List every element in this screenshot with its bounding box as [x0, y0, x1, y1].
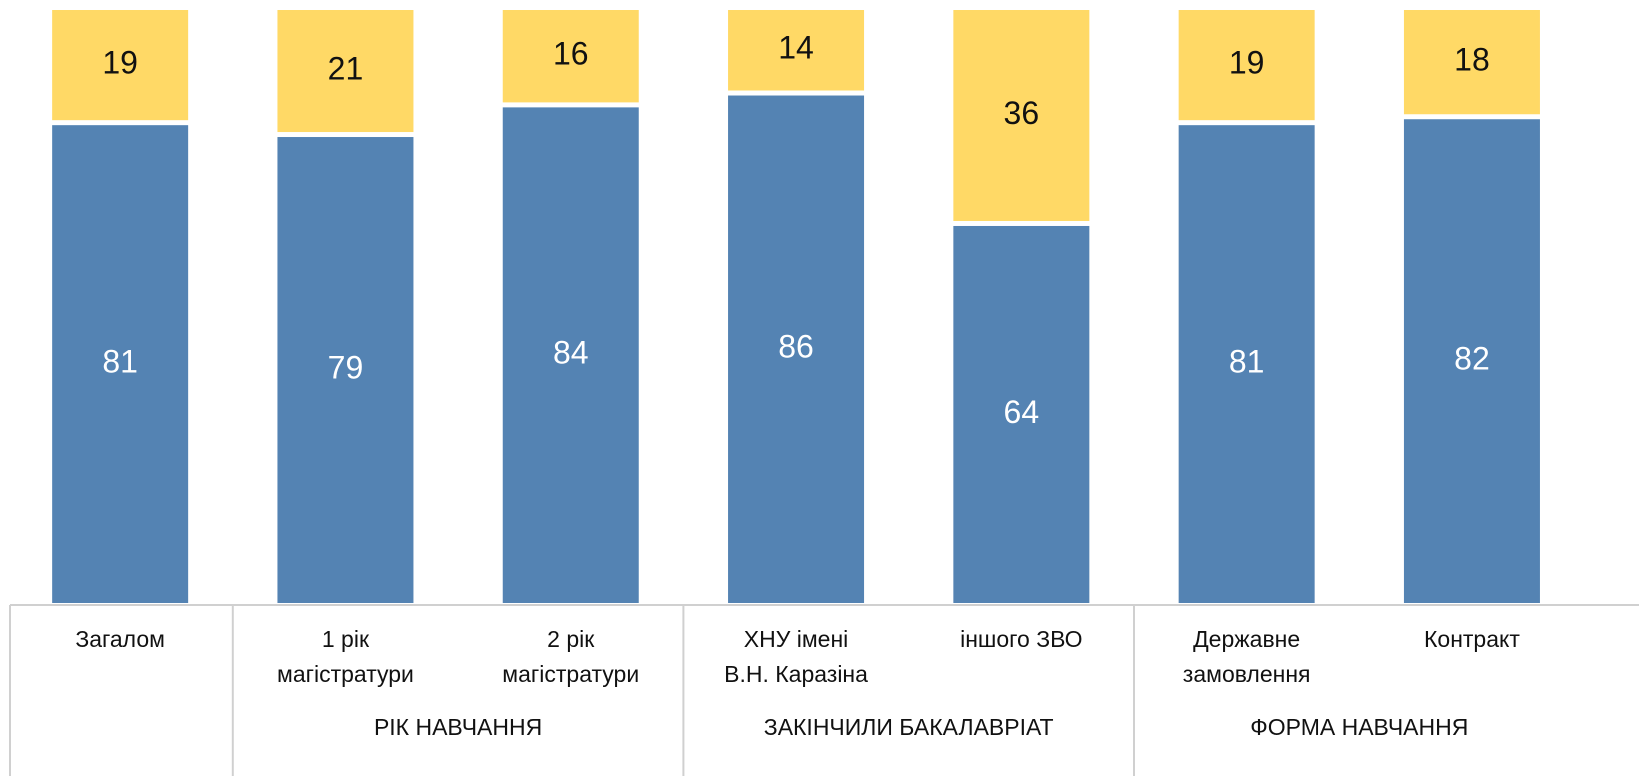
bar-segment: [1403, 10, 1540, 115]
value-label: 79: [328, 349, 364, 385]
group-label: ЗАКІНЧИЛИ БАКАЛАВРІАТ: [764, 714, 1054, 740]
value-label: 16: [553, 36, 589, 72]
value-label: 86: [778, 329, 814, 365]
group-label: ФОРМА НАВЧАННЯ: [1250, 714, 1468, 740]
bar-segment: [1178, 10, 1315, 121]
value-label: 18: [1454, 42, 1490, 78]
bar-segment: [728, 10, 865, 91]
bar-segment: [52, 125, 189, 604]
value-label: 14: [778, 30, 814, 66]
category-label: Загалом: [75, 626, 165, 652]
bar-segment: [1178, 125, 1315, 604]
value-label: 19: [1229, 45, 1265, 81]
value-label: 64: [1004, 394, 1040, 430]
bar-segment: [728, 95, 865, 604]
category-label: іншого ЗВО: [960, 626, 1082, 652]
value-label: 21: [328, 50, 364, 86]
category-label: 2 рік магістратури: [502, 626, 639, 687]
bar-segment: [502, 107, 639, 603]
value-label: 82: [1454, 341, 1490, 377]
category-label: Контракт: [1424, 626, 1520, 652]
bar-segment: [277, 137, 414, 603]
bar-segment: [502, 10, 639, 103]
bar-segment: [1403, 119, 1540, 604]
value-label: 81: [102, 344, 138, 380]
category-label: 1 рік магістратури: [277, 626, 414, 687]
bar-segment: [52, 10, 189, 121]
group-label: РІК НАВЧАННЯ: [374, 714, 542, 740]
value-label: 81: [1229, 344, 1265, 380]
category-label: ХНУ імені В.Н. Каразіна: [724, 626, 868, 687]
value-label: 36: [1004, 95, 1040, 131]
category-label: Державне замовлення: [1183, 626, 1311, 687]
bar-segment: [953, 10, 1090, 221]
value-label: 84: [553, 335, 589, 371]
bar-segment: [277, 10, 414, 133]
value-label: 19: [102, 45, 138, 81]
bar-segment: [953, 225, 1090, 604]
